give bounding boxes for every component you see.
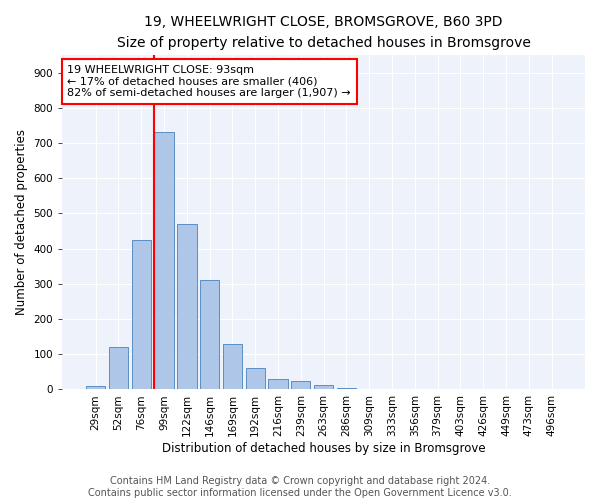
Bar — [154, 132, 174, 390]
Bar — [177, 224, 197, 390]
Y-axis label: Number of detached properties: Number of detached properties — [15, 129, 28, 315]
Bar — [245, 368, 265, 390]
Bar — [200, 280, 220, 390]
Bar — [131, 240, 151, 390]
Bar — [109, 347, 128, 390]
Bar — [86, 386, 106, 390]
X-axis label: Distribution of detached houses by size in Bromsgrove: Distribution of detached houses by size … — [162, 442, 485, 455]
Bar — [337, 388, 356, 390]
Bar — [268, 379, 288, 390]
Title: 19, WHEELWRIGHT CLOSE, BROMSGROVE, B60 3PD
Size of property relative to detached: 19, WHEELWRIGHT CLOSE, BROMSGROVE, B60 3… — [116, 15, 530, 50]
Bar — [359, 389, 379, 390]
Bar — [314, 385, 333, 390]
Bar — [542, 389, 561, 390]
Bar — [291, 380, 310, 390]
Text: 19 WHEELWRIGHT CLOSE: 93sqm
← 17% of detached houses are smaller (406)
82% of se: 19 WHEELWRIGHT CLOSE: 93sqm ← 17% of det… — [67, 65, 351, 98]
Bar — [223, 344, 242, 390]
Text: Contains HM Land Registry data © Crown copyright and database right 2024.
Contai: Contains HM Land Registry data © Crown c… — [88, 476, 512, 498]
